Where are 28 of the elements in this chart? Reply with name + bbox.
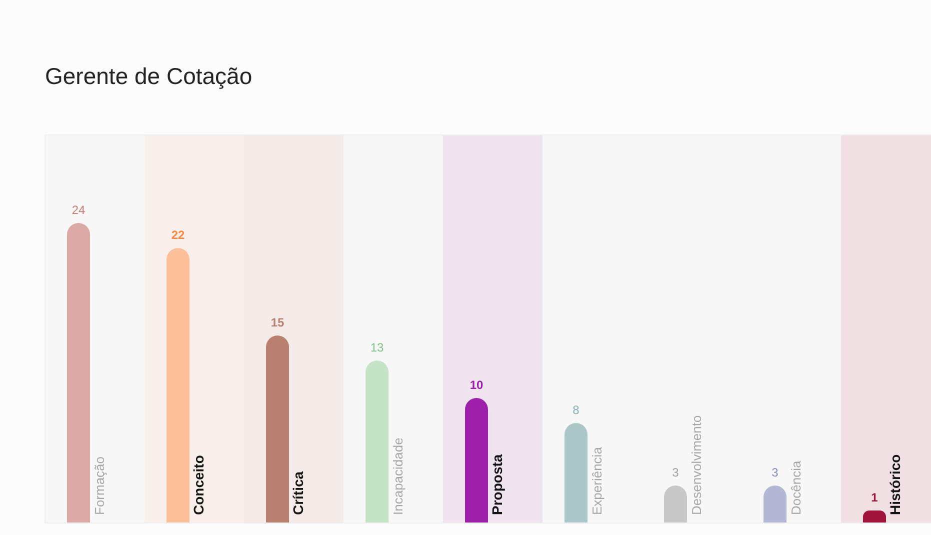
x-tick-label: Proposta [489, 454, 505, 515]
bar [67, 223, 90, 523]
data-label: 24 [72, 203, 86, 217]
x-tick-label: Histórico [887, 454, 903, 515]
bar [166, 248, 190, 523]
bar [465, 398, 488, 523]
data-label: 3 [672, 466, 680, 480]
data-label: 15 [270, 316, 284, 330]
x-tick-label: Incapacidade [390, 438, 406, 515]
chart-title: Gerente de Cotação [45, 63, 252, 89]
bar [863, 510, 886, 523]
x-tick-label: Crítica [290, 471, 306, 515]
data-label: 3 [772, 466, 779, 480]
data-label: 8 [572, 403, 580, 417]
data-label: 13 [370, 340, 384, 354]
bar [266, 336, 289, 523]
bar [764, 486, 786, 523]
data-label: 22 [171, 228, 185, 242]
x-tick-label: Formação [92, 456, 107, 515]
bar [564, 423, 588, 523]
data-label: 10 [470, 378, 484, 392]
x-tick-label: Conceito [190, 455, 206, 515]
x-tick-label: Docência [788, 460, 804, 515]
bar [664, 486, 687, 523]
x-tick-label: Experiência [590, 446, 604, 515]
bar [366, 360, 388, 523]
x-tick-label: Desenvolvimento [689, 415, 704, 515]
data-label: 1 [871, 490, 878, 504]
